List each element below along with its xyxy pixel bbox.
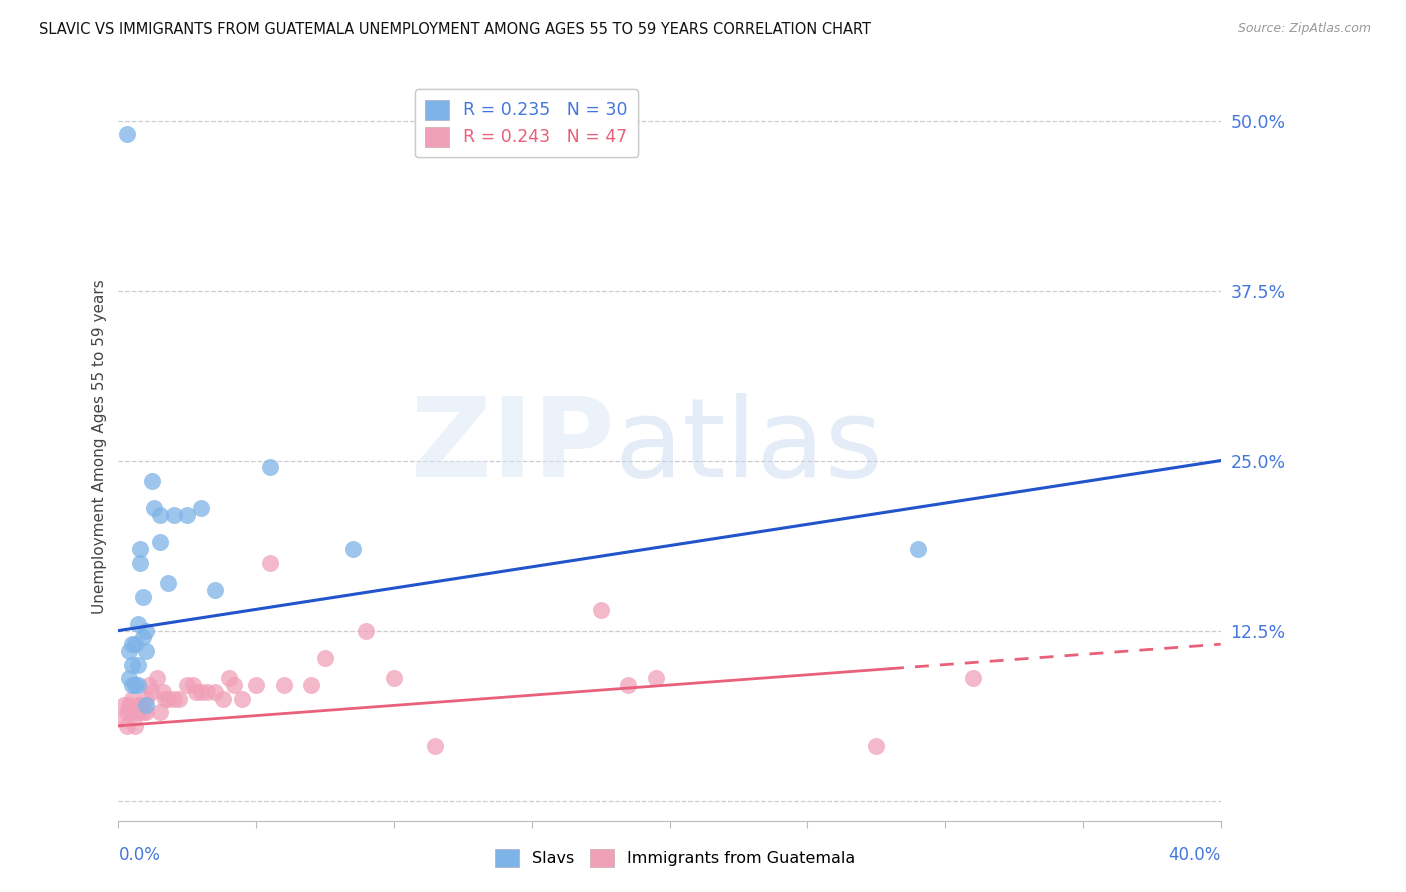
Point bbox=[121, 678, 143, 692]
Point bbox=[127, 698, 149, 713]
Point bbox=[135, 705, 157, 719]
Point bbox=[127, 678, 149, 692]
Point bbox=[212, 691, 235, 706]
Text: 40.0%: 40.0% bbox=[1168, 846, 1220, 864]
Text: 0.0%: 0.0% bbox=[118, 846, 160, 864]
Point bbox=[124, 705, 146, 719]
Point bbox=[149, 705, 172, 719]
Point bbox=[865, 739, 887, 754]
Point bbox=[146, 671, 169, 685]
Point bbox=[121, 637, 143, 651]
Point bbox=[907, 541, 929, 556]
Legend: Slavs, Immigrants from Guatemala: Slavs, Immigrants from Guatemala bbox=[486, 840, 863, 875]
Point bbox=[132, 631, 155, 645]
Point bbox=[152, 685, 174, 699]
Text: Source: ZipAtlas.com: Source: ZipAtlas.com bbox=[1237, 22, 1371, 36]
Point bbox=[425, 739, 447, 754]
Point bbox=[115, 719, 138, 733]
Point bbox=[157, 576, 180, 591]
Point bbox=[135, 644, 157, 658]
Point bbox=[342, 541, 364, 556]
Point bbox=[129, 698, 152, 713]
Point bbox=[382, 671, 405, 685]
Point bbox=[195, 685, 218, 699]
Point bbox=[121, 657, 143, 672]
Point bbox=[115, 705, 138, 719]
Point bbox=[124, 678, 146, 692]
Point bbox=[155, 691, 177, 706]
Point bbox=[121, 691, 143, 706]
Point bbox=[162, 691, 184, 706]
Point bbox=[135, 624, 157, 638]
Point bbox=[127, 657, 149, 672]
Point bbox=[110, 712, 132, 726]
Point bbox=[184, 685, 207, 699]
Point bbox=[190, 685, 212, 699]
Point bbox=[589, 603, 612, 617]
Point bbox=[149, 508, 172, 522]
Point bbox=[181, 678, 204, 692]
Point bbox=[157, 691, 180, 706]
Point bbox=[204, 685, 226, 699]
Point bbox=[149, 535, 172, 549]
Point bbox=[118, 644, 141, 658]
Point bbox=[356, 624, 378, 638]
Point bbox=[129, 541, 152, 556]
Point bbox=[143, 501, 166, 516]
Point bbox=[141, 474, 163, 488]
Point bbox=[127, 705, 149, 719]
Text: ZIP: ZIP bbox=[411, 393, 614, 500]
Point bbox=[167, 691, 190, 706]
Point bbox=[115, 127, 138, 141]
Point bbox=[245, 678, 267, 692]
Point bbox=[124, 719, 146, 733]
Point bbox=[218, 671, 240, 685]
Legend: R = 0.235   N = 30, R = 0.243   N = 47: R = 0.235 N = 30, R = 0.243 N = 47 bbox=[415, 89, 638, 157]
Point bbox=[204, 582, 226, 597]
Text: atlas: atlas bbox=[614, 393, 883, 500]
Point bbox=[224, 678, 246, 692]
Y-axis label: Unemployment Among Ages 55 to 59 years: Unemployment Among Ages 55 to 59 years bbox=[93, 279, 107, 615]
Point bbox=[273, 678, 295, 692]
Point bbox=[176, 678, 198, 692]
Point bbox=[121, 705, 143, 719]
Point bbox=[962, 671, 984, 685]
Point bbox=[135, 691, 157, 706]
Point bbox=[118, 671, 141, 685]
Point bbox=[644, 671, 666, 685]
Point bbox=[259, 556, 281, 570]
Point bbox=[162, 508, 184, 522]
Point bbox=[127, 616, 149, 631]
Text: SLAVIC VS IMMIGRANTS FROM GUATEMALA UNEMPLOYMENT AMONG AGES 55 TO 59 YEARS CORRE: SLAVIC VS IMMIGRANTS FROM GUATEMALA UNEM… bbox=[39, 22, 872, 37]
Point bbox=[176, 508, 198, 522]
Point bbox=[314, 650, 336, 665]
Point bbox=[132, 705, 155, 719]
Point bbox=[112, 698, 135, 713]
Point bbox=[259, 460, 281, 475]
Point bbox=[138, 678, 160, 692]
Point bbox=[299, 678, 322, 692]
Point bbox=[141, 685, 163, 699]
Point bbox=[132, 590, 155, 604]
Point bbox=[231, 691, 253, 706]
Point bbox=[124, 637, 146, 651]
Point bbox=[129, 556, 152, 570]
Point bbox=[617, 678, 640, 692]
Point bbox=[118, 698, 141, 713]
Point bbox=[190, 501, 212, 516]
Point bbox=[135, 698, 157, 713]
